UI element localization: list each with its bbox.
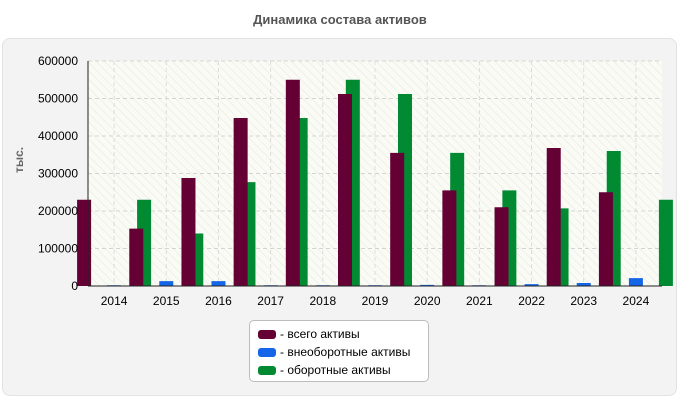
bar-2021-s0[interactable] xyxy=(442,190,457,286)
x-tick-label: 2024 xyxy=(623,294,650,308)
y-tick-labels: 0 100000 200000 300000 400000 500000 600000 xyxy=(38,54,78,293)
x-tick-label: 2016 xyxy=(205,294,232,308)
bar-2016-s1[interactable] xyxy=(211,281,226,286)
x-tick-label: 2019 xyxy=(362,294,389,308)
bar-2019-s0[interactable] xyxy=(338,94,352,286)
bar-2020-s0[interactable] xyxy=(390,152,405,286)
x-tick-label: 2023 xyxy=(570,294,597,308)
y-tick-label: 0 xyxy=(71,279,78,293)
x-tick-label: 2021 xyxy=(466,294,493,308)
legend-item-current[interactable]: - оборотные активы xyxy=(258,361,428,379)
bars xyxy=(77,79,673,286)
bar-2024-s0[interactable] xyxy=(598,192,613,286)
bar-2016-s0[interactable] xyxy=(181,178,196,286)
y-tick-label: 200000 xyxy=(38,204,78,218)
bar-2018-s0[interactable] xyxy=(285,79,300,286)
x-tick-label: 2020 xyxy=(414,294,441,308)
legend-swatch-current xyxy=(258,365,276,375)
legend-label-total: - всего активы xyxy=(280,327,360,341)
chart-title: Динамика состава активов xyxy=(253,12,427,27)
y-axis-label: тыс. xyxy=(12,146,26,173)
legend-swatch-total xyxy=(258,329,276,339)
y-tick-label: 100000 xyxy=(38,242,78,256)
y-tick-label: 300000 xyxy=(38,167,78,181)
x-tick-label: 2014 xyxy=(101,294,128,308)
y-tick-label: 400000 xyxy=(38,129,78,143)
x-tick-label: 2015 xyxy=(153,294,180,308)
bar-2020-s1[interactable] xyxy=(420,284,435,286)
bar-2017-s0[interactable] xyxy=(233,118,248,286)
legend-item-noncurrent[interactable]: - внеоборотные активы xyxy=(258,343,428,361)
legend-item-total[interactable]: - всего активы xyxy=(258,325,428,343)
bar-2015-s0[interactable] xyxy=(129,228,144,286)
bar-2023-s0[interactable] xyxy=(546,148,561,286)
x-tick-labels: 2014 2015 2016 2017 2018 2019 2020 2021 2022 2023… xyxy=(101,294,650,308)
y-tick-label: 600000 xyxy=(38,54,78,68)
bar-2024-s1[interactable] xyxy=(628,278,643,286)
x-tick-label: 2017 xyxy=(257,294,284,308)
x-tick-label: 2022 xyxy=(518,294,545,308)
legend-label-noncurrent: - внеоборотные активы xyxy=(280,345,411,359)
bar-2014-s0[interactable] xyxy=(77,199,92,286)
bar-2022-s0[interactable] xyxy=(494,207,509,286)
bar-2023-s1[interactable] xyxy=(576,283,591,286)
legend: - всего активы - внеоборотные активы - о… xyxy=(249,320,429,382)
bar-2022-s1[interactable] xyxy=(524,284,539,286)
bar-2015-s1[interactable] xyxy=(159,281,174,286)
bar-2024-s2[interactable] xyxy=(658,199,673,286)
legend-swatch-noncurrent xyxy=(258,347,276,357)
legend-label-current: - оборотные активы xyxy=(280,363,391,377)
x-tick-label: 2018 xyxy=(309,294,336,308)
y-tick-label: 500000 xyxy=(38,92,78,106)
axes xyxy=(87,61,662,287)
